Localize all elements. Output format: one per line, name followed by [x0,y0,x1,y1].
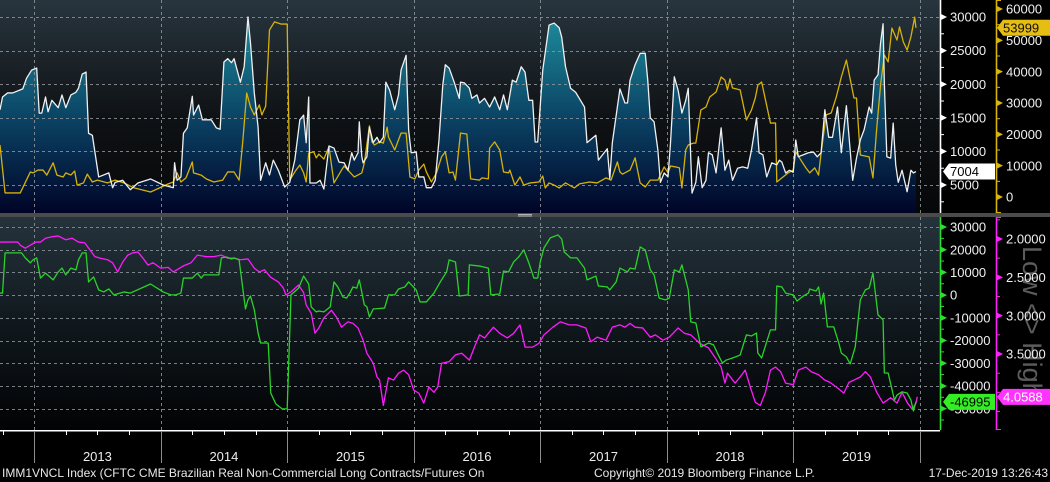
major-tick [940,291,947,299]
year-label: 2016 [463,449,492,464]
tick-label: 0 [1006,190,1013,205]
major-tick [996,36,1003,44]
tick-label: -30000 [950,356,990,371]
secondary-y-axis: 60000 50000 40000 30000 20000 10000 0 [995,0,1042,213]
major-tick [940,405,947,413]
major-tick [940,181,947,189]
tick-label: 3.0000 [1006,308,1046,323]
tick-label: 60000 [1006,2,1042,17]
primary-y-axis: 30000 20000 10000 0 -10000 -20000 -30000 -40000… [939,217,990,430]
tick-label: 3.5000 [1006,347,1046,362]
major-tick [996,235,1003,243]
secondary-series-line [0,16,917,194]
major-tick [940,114,947,122]
last-value-text: 53999 [1003,20,1039,35]
last-value-box [997,388,1050,405]
x-axis: 2013 2014 2015 2016 2017 2018 2019 [0,430,940,464]
tick-label: 10000 [950,144,986,159]
tick-label: 0 [950,288,957,303]
tick-label: 30000 [950,10,986,25]
tick-label: 2.5000 [1006,270,1046,285]
copyright-notice: Copyright© 2019 Bloomberg Finance L.P. [594,466,815,480]
major-tick [940,337,947,345]
major-tick [940,80,947,88]
major-tick [996,193,1003,201]
major-tick [996,5,1003,13]
major-tick [940,13,947,21]
primary-series-line [0,234,917,412]
primary-y-axis: 30000 25000 20000 15000 10000 5000 [939,0,986,213]
last-value-box [943,163,995,180]
major-tick [996,273,1003,281]
primary-last-value: -46995 [943,393,995,410]
year-label: 2017 [589,449,618,464]
year-label: 2014 [209,449,238,464]
axis-direction-title: Low <> High [1017,246,1047,398]
tick-label: 25000 [950,43,986,58]
top-panel-plot [0,0,940,213]
major-tick [940,147,947,155]
tick-label: -10000 [950,310,990,325]
last-value-labels: 7004 53999 -46995 4.0588 [943,19,1050,410]
secondary-y-axis: 2.0000 2.5000 3.0000 3.5000 [995,217,1046,430]
year-label: 2013 [83,449,112,464]
tick-label: 2.0000 [1006,232,1046,247]
tick-label: 20000 [950,77,986,92]
axis-titles: Low <> High [1017,246,1047,398]
tick-label: 20000 [950,242,986,257]
last-value-text: -46995 [950,394,990,409]
major-tick [996,130,1003,138]
tick-label: -40000 [950,379,990,394]
major-tick [996,350,1003,358]
tick-label: 10000 [950,265,986,280]
major-tick [940,246,947,254]
panel-divider[interactable] [0,213,1050,217]
series-area-fill [0,17,916,213]
last-value-text: 4.0588 [1003,390,1043,405]
year-label: 2019 [842,449,871,464]
major-tick [940,359,947,367]
tick-label: 20000 [1006,127,1042,142]
tick-label: 40000 [1006,64,1042,79]
major-tick [996,68,1003,76]
major-tick [940,314,947,322]
security-description: IMM1VNCL Index (CFTC CME Brazilian Real … [2,466,485,480]
major-tick [940,382,947,390]
timestamp: 17-Dec-2019 13:26:43 [928,466,1048,480]
last-value-box [943,393,995,410]
year-label: 2018 [716,449,745,464]
tick-label: 50000 [1006,33,1042,48]
last-value-text: 7004 [950,164,979,179]
major-tick [996,99,1003,107]
primary-last-value: 7004 [943,163,995,180]
tick-label: 30000 [950,220,986,235]
bottom-panel-background [0,217,940,430]
secondary-series-line [0,235,918,410]
secondary-last-value: 4.0588 [997,388,1050,405]
tick-label: 30000 [1006,96,1042,111]
tick-label: 10000 [1006,158,1042,173]
major-tick [940,47,947,55]
tick-label: 15000 [950,110,986,125]
major-tick [940,268,947,276]
tick-label: -20000 [950,333,990,348]
y-axes: 30000 25000 20000 15000 10000 5000 60000 50000 4… [939,0,1046,430]
major-tick [996,312,1003,320]
major-tick [940,223,947,231]
primary-series-line [0,16,917,194]
tick-label: 5000 [950,178,979,193]
bottom-panel-plot [0,217,940,430]
major-tick [996,162,1003,170]
secondary-last-value: 53999 [997,19,1050,36]
last-value-box [997,19,1050,36]
year-label: 2015 [336,449,365,464]
